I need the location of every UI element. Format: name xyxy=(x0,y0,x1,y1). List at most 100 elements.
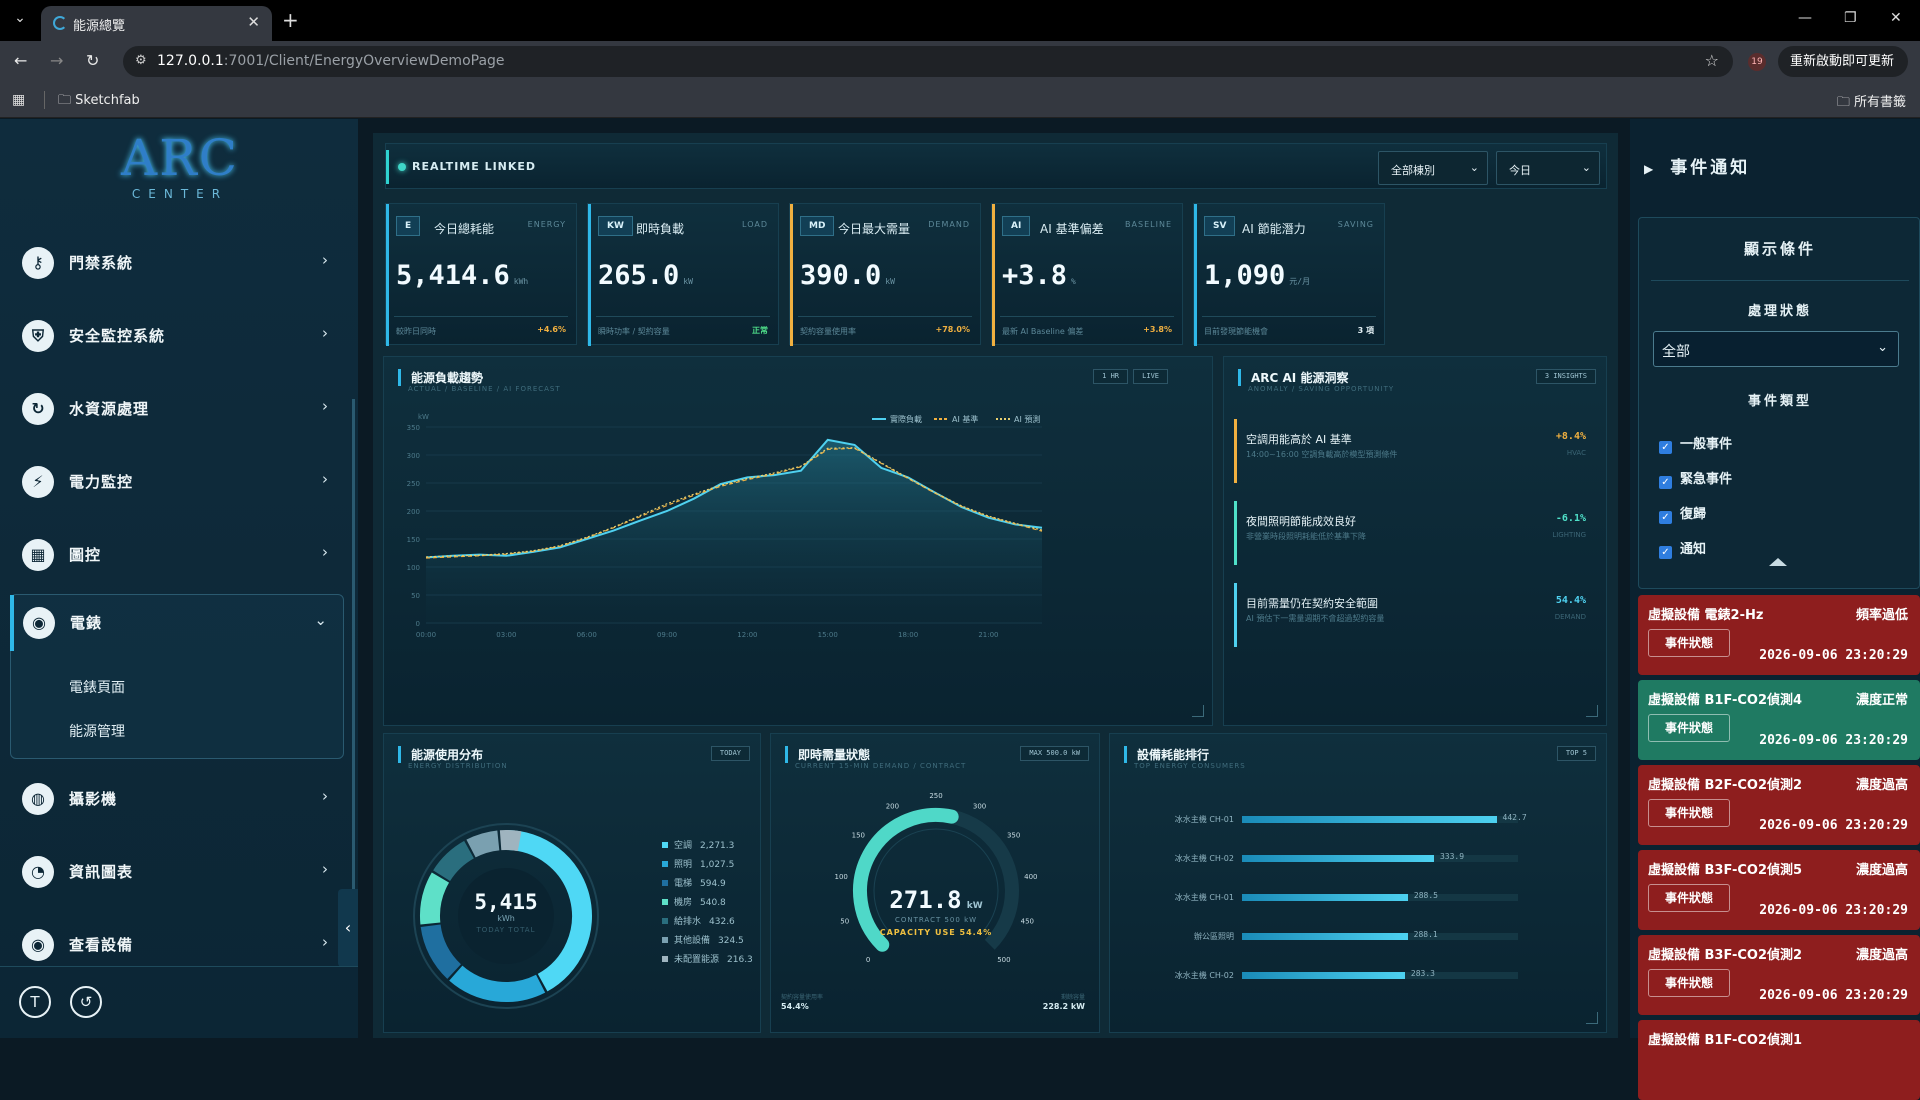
legend-label: 實際負載 xyxy=(890,414,922,424)
event-status-button[interactable]: 事件狀態 xyxy=(1648,714,1730,742)
kpi-tag: E xyxy=(396,216,421,236)
sidebar-item-security[interactable]: ⛨ 安全監控系統 › xyxy=(10,306,344,366)
kpi-unit: % xyxy=(1071,277,1076,286)
tab-title: 能源總覽 xyxy=(73,19,126,34)
rank-value: 442.7 xyxy=(1502,813,1527,822)
period-select[interactable]: 今日 ⌄ xyxy=(1496,151,1600,185)
insight-desc: 14:00~16:00 空調負載高於模型預測條件 xyxy=(1246,450,1398,459)
chevron-right-icon: › xyxy=(322,860,328,878)
sidebar-item-access-control[interactable]: ⚷ 門禁系統 › xyxy=(10,233,344,293)
insight-card[interactable]: 目前需量仍在契約安全範圍 AI 預估下一需量週期不會超過契約容量 54.4% DEMA… xyxy=(1234,577,1594,653)
event-card[interactable]: 虛擬設備 B1F-CO2偵測1 xyxy=(1638,1020,1920,1100)
distribution-title: 能源使用分布 xyxy=(398,746,483,763)
y-tick-label: 200 xyxy=(407,508,420,516)
sidebar-item-meter[interactable]: ◉ 電錶 ⌄ 電錶頁面 能源管理 xyxy=(10,594,344,759)
sidebar-subitem-energy-management[interactable]: 能源管理 xyxy=(69,724,125,740)
pie-chart-icon: ◔ xyxy=(22,856,54,888)
extension-badge[interactable]: 19 xyxy=(1748,53,1766,71)
apps-icon[interactable]: ▦ xyxy=(12,92,26,108)
close-window-icon[interactable]: ✕ xyxy=(1890,10,1902,26)
range-chip[interactable]: 1 HR xyxy=(1093,369,1128,384)
y-tick-label: 150 xyxy=(407,536,420,544)
new-tab-icon[interactable]: + xyxy=(282,8,299,32)
event-panel: ▶ 事件通知 顯示條件 處理狀態 全部 ⌄ 事件類型 ✓ 一般事件 ✓ 緊急事件 ✓ 復歸… xyxy=(1630,119,1920,1100)
event-card[interactable]: 虛擬設備 B2F-CO2偵測2 濃度過高 事件狀態 2026-09-06 23:20:… xyxy=(1638,765,1920,845)
back-icon[interactable]: ← xyxy=(14,51,28,70)
sidebar-item-view-device[interactable]: ◉ 查看設備 › xyxy=(10,915,344,975)
insight-card[interactable]: 空調用能高於 AI 基準 14:00~16:00 空調負載高於模型預測條件 +8.4… xyxy=(1234,413,1594,489)
kpi-value: +3.8% xyxy=(1002,260,1076,291)
status-select[interactable]: 全部 ⌄ xyxy=(1653,331,1899,367)
sidebar-subitem-meter-page[interactable]: 電錶頁面 xyxy=(69,680,125,696)
checkbox-restore[interactable]: ✓ 復歸 xyxy=(1659,503,1706,524)
legend-item: 機房 540.8 xyxy=(662,895,726,908)
bookmark-sketchfab[interactable]: 🗀 Sketchfab xyxy=(58,93,140,108)
event-card[interactable]: 虛擬設備 電錶2-Hz 頻率過低 事件狀態 2026-09-06 23:20:29 xyxy=(1638,595,1920,675)
series-line-2 xyxy=(425,447,1043,558)
sidebar-item-camera[interactable]: ◍ 攝影機 › xyxy=(10,769,344,829)
insights-panel: ARC AI 能源洞察 ANOMALY / SAVING OPPORTUNITY… xyxy=(1223,356,1607,726)
rank-bar xyxy=(1242,816,1497,823)
legend-name: 照明 xyxy=(674,860,693,870)
minimize-icon[interactable]: — xyxy=(1798,10,1812,26)
checkbox-general[interactable]: ✓ 一般事件 xyxy=(1659,433,1732,454)
sidebar-scrollbar[interactable] xyxy=(352,399,355,899)
distribution-donut xyxy=(413,823,599,1009)
event-status-button[interactable]: 事件狀態 xyxy=(1648,799,1730,827)
font-toggle-button[interactable]: T xyxy=(19,986,51,1018)
tab-favicon-icon xyxy=(53,16,67,30)
refresh-status-icon[interactable]: ↺ xyxy=(70,986,102,1018)
checkbox-emergency[interactable]: ✓ 緊急事件 xyxy=(1659,468,1732,489)
all-bookmarks[interactable]: 🗀 所有書籤 xyxy=(1836,95,1906,110)
rank-name: 冰水主機 CH-02 xyxy=(1174,854,1234,863)
insight-desc: 非營業時段照明耗能低於基準下降 xyxy=(1246,532,1366,541)
building-select[interactable]: 全部棟別 ⌄ xyxy=(1378,151,1488,185)
event-card[interactable]: 虛擬設備 B3F-CO2偵測5 濃度過高 事件狀態 2026-09-06 23:20:… xyxy=(1638,850,1920,930)
event-card[interactable]: 虛擬設備 B3F-CO2偵測2 濃度過高 事件狀態 2026-09-06 23:20:… xyxy=(1638,935,1920,1015)
water-cycle-icon: ↻ xyxy=(22,393,54,425)
donut-slice xyxy=(505,830,592,992)
collapse-filter-icon[interactable] xyxy=(1769,558,1787,566)
close-tab-icon[interactable]: ✕ xyxy=(247,13,260,31)
distribution-subtitle: ENERGY DISTRIBUTION xyxy=(408,762,508,770)
sidebar-item-graphic-control[interactable]: ▦ 圖控 › xyxy=(10,525,344,585)
sidebar-item-water[interactable]: ↻ 水資源處理 › xyxy=(10,379,344,439)
legend-item: 未配置能源 216.3 xyxy=(662,952,753,965)
realtime-label: REALTIME LINKED xyxy=(412,160,537,173)
url-field[interactable]: ⚙ 127.0.0.1:7001/Client/EnergyOverviewDe… xyxy=(123,46,1733,77)
reload-icon[interactable]: ↻ xyxy=(86,51,100,70)
site-info-icon[interactable]: ⚙ xyxy=(135,53,147,68)
legend-item: 空調 2,271.3 xyxy=(662,838,734,851)
collapse-sidebar-button[interactable]: ‹ xyxy=(338,889,358,967)
kpi-en-label: DEMAND xyxy=(928,220,970,229)
kpi-number: +3.8 xyxy=(1002,260,1068,291)
kpi-title: 今日最大需量 xyxy=(838,222,911,236)
rank-track xyxy=(1242,972,1518,979)
rank-value: 283.3 xyxy=(1410,969,1435,978)
sidebar-item-power[interactable]: ⚡ 電力監控 › xyxy=(10,452,344,512)
event-status-button[interactable]: 事件狀態 xyxy=(1648,969,1730,997)
kpi-unit: kW xyxy=(885,277,895,286)
event-status: 濃度過高 xyxy=(1855,778,1908,793)
event-status-button[interactable]: 事件狀態 xyxy=(1648,629,1730,657)
browser-tab-bar: ⌄ 能源總覽 ✕ + — ❐ ✕ xyxy=(0,0,1920,41)
sidebar-item-infographics[interactable]: ◔ 資訊圖表 › xyxy=(10,842,344,902)
event-card[interactable]: 虛擬設備 B1F-CO2偵測4 濃度正常 事件狀態 2026-09-06 23:20:… xyxy=(1638,680,1920,760)
restore-icon[interactable]: ❐ xyxy=(1844,10,1857,26)
insight-card[interactable]: 夜間照明節能成效良好 非營業時段照明耗能低於基準下降 -6.1% LIGHTING xyxy=(1234,495,1594,571)
bookmark-star-icon[interactable]: ☆ xyxy=(1704,51,1719,70)
forward-icon[interactable]: → xyxy=(50,51,64,70)
kpi-title: 即時負載 xyxy=(636,222,685,236)
legend-value: 594.9 xyxy=(700,879,726,889)
kpi-tag: MD xyxy=(800,216,835,236)
kpi-value: 1,090 元/月 xyxy=(1204,260,1310,291)
live-chip[interactable]: LIVE xyxy=(1133,369,1168,384)
update-button[interactable]: 重新啟動即可更新 ⋮ xyxy=(1778,46,1908,100)
browser-tab[interactable]: 能源總覽 ✕ xyxy=(41,6,272,41)
checkbox-notice[interactable]: ✓ 通知 xyxy=(1659,538,1706,559)
event-status-button[interactable]: 事件狀態 xyxy=(1648,884,1730,912)
event-panel-header[interactable]: ▶ 事件通知 xyxy=(1644,158,1751,178)
demand-gauge: 0 50 100 150 200 250 300 350 400 450 500 xyxy=(834,792,1037,964)
tab-search-icon[interactable]: ⌄ xyxy=(14,10,26,26)
kpi-tag: SV xyxy=(1204,216,1236,236)
